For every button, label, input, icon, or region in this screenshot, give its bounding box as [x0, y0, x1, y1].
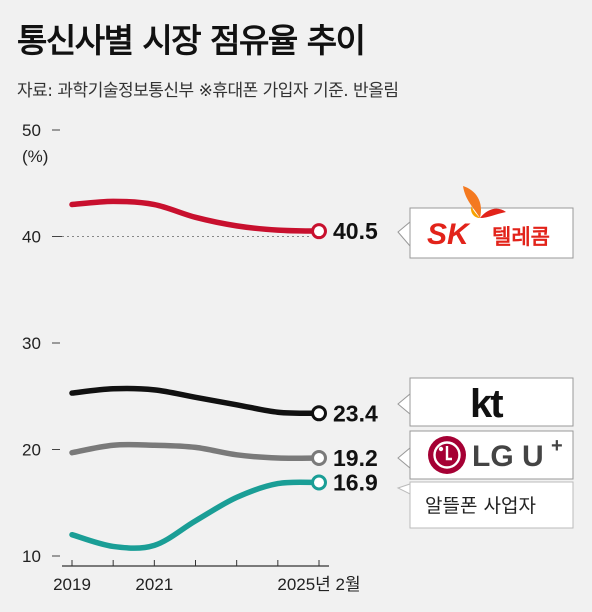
- sk-butterfly-icon: [463, 186, 506, 218]
- y-tick-label-30: 30: [22, 334, 41, 353]
- value-labels: 40.5 23.4 19.216.9: [333, 218, 378, 495]
- lg-logo-icon: [428, 436, 466, 474]
- y-tick-label-40: 40: [22, 228, 41, 247]
- series-end-marker-1: [311, 405, 327, 422]
- series-line-3: [69, 479, 322, 551]
- chart-subtitle: 자료: 과학기술정보통신부 ※휴대폰 가입자 기준. 반올림: [17, 81, 399, 101]
- x-tick-label: 2025년 2월: [277, 575, 360, 594]
- mvno-label: 알뜰폰 사업자: [425, 495, 536, 517]
- y-tick-label-50: 50: [22, 121, 41, 140]
- sk-logo-text: SK: [427, 218, 471, 251]
- series-group: [69, 198, 327, 551]
- sk-telecom-text: 텔레콤: [492, 225, 550, 249]
- series-end-marker-0: [311, 223, 327, 240]
- y-tick-label-20: 20: [22, 441, 41, 460]
- series-line-2: [69, 441, 322, 462]
- legend-kt: kt: [397, 377, 574, 427]
- chart-title: 통신사별 시장 점유율 추이: [17, 21, 366, 60]
- y-axis: 10 20 30 40 50 (%): [22, 121, 60, 566]
- legend-mvno: 알뜰폰 사업자: [396, 481, 574, 529]
- legend-lg-uplus: LG U +: [397, 430, 574, 480]
- y-axis-unit: (%): [22, 147, 48, 166]
- series-line-0: [69, 198, 322, 234]
- legend-sk-telecom: SK 텔레콤: [397, 186, 574, 259]
- kt-logo-text: kt: [470, 382, 503, 426]
- series-end-label-1: 23.4: [333, 400, 378, 426]
- x-tick-label: 2019: [53, 575, 91, 594]
- lg-uplus-plus: +: [551, 435, 563, 457]
- x-axis: 2019 2021 2025년 2월: [53, 560, 361, 594]
- series-end-marker-3: [311, 474, 327, 491]
- x-tick-label: 2021: [135, 575, 173, 594]
- series-line-1: [69, 385, 322, 417]
- series-end-marker-2: [311, 450, 327, 467]
- y-tick-label-10: 10: [22, 547, 41, 566]
- series-end-label-0: 40.5: [333, 218, 378, 244]
- series-end-label-3: 16.9: [333, 470, 378, 496]
- series-end-label-2: 19.2: [333, 445, 378, 471]
- lg-uplus-text: LG U: [472, 440, 544, 473]
